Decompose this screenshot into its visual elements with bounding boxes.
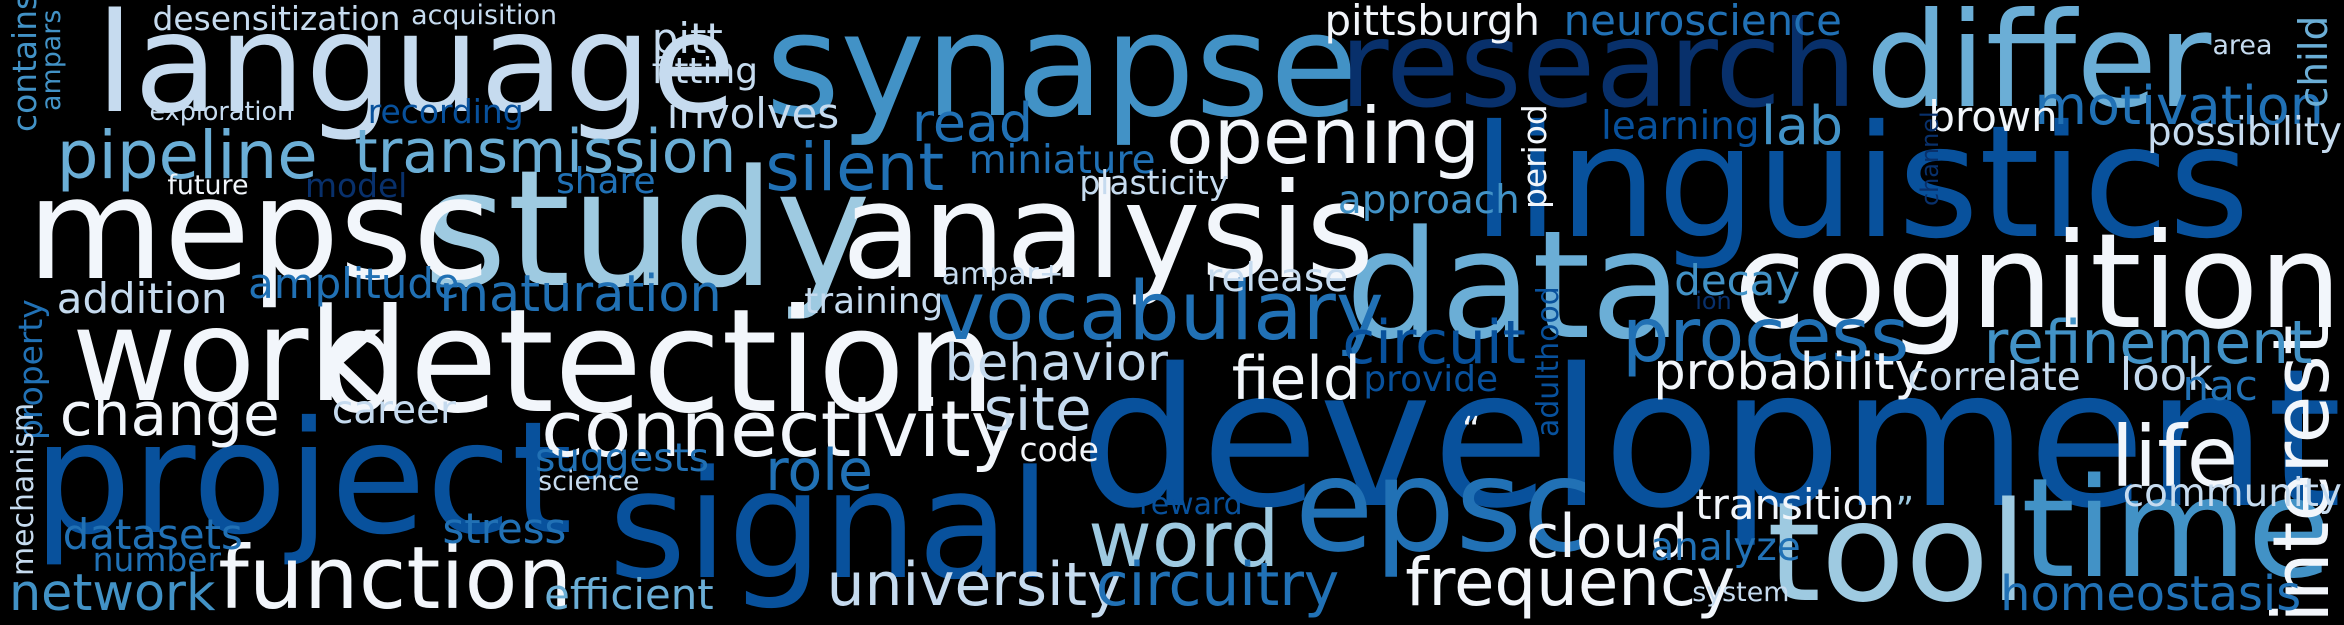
word-motivation: motivation — [2034, 74, 2324, 138]
word-efficient: efficient — [544, 570, 714, 620]
word-stress: stress — [442, 504, 567, 554]
word-process: process — [1621, 292, 1910, 380]
word-suggests: suggests — [535, 435, 710, 481]
word-reward: reward — [1139, 487, 1243, 523]
word-field: field — [1231, 343, 1361, 414]
word-probability: probability — [1653, 341, 1925, 401]
word-community: community — [2122, 471, 2342, 517]
word-refinement: refinement — [1983, 307, 2313, 378]
word-research: research — [1339, 0, 1857, 135]
word-synapse: synapse — [765, 0, 1359, 150]
word-provide: provide — [1363, 358, 1499, 400]
word-science: science — [538, 466, 640, 498]
word-exploration: exploration — [149, 95, 294, 126]
word-connectivity: connectivity — [541, 384, 1017, 475]
word-behavior: behavior — [944, 332, 1168, 392]
word-approach: approach — [1337, 178, 1520, 224]
word-child: child — [2292, 15, 2338, 108]
word-project: project — [32, 387, 573, 569]
word-pipeline: pipeline — [56, 116, 318, 194]
word-future: future — [167, 170, 249, 202]
word-desensitization: desensitization — [152, 0, 401, 38]
word-work: work — [71, 282, 383, 432]
word-quote-close: ” — [1895, 490, 1915, 532]
word-miniature: miniature — [968, 138, 1156, 184]
word-number: number — [92, 540, 221, 580]
word-involves: involves — [666, 88, 840, 138]
word-channel: channel — [1916, 111, 1945, 207]
word-cognition: cognition — [1733, 205, 2342, 359]
word-look: look — [2119, 347, 2214, 401]
word-addition: addition — [56, 274, 228, 324]
word-transition: transition — [1695, 480, 1895, 530]
word-correlate: correlate — [1907, 354, 2081, 400]
word-maturation: maturation — [439, 264, 722, 324]
word-site: site — [983, 375, 1092, 446]
word-nac: nac — [2182, 360, 2258, 410]
word-network: network — [8, 563, 216, 623]
word-function: function — [218, 529, 573, 625]
word-silent: silent — [765, 128, 945, 206]
word-read: read — [911, 90, 1034, 154]
word-fitting: fitting — [651, 50, 758, 92]
word-recording: recording — [367, 91, 524, 131]
word-decay: decay — [1674, 256, 1801, 306]
word-training: training — [804, 281, 944, 323]
word-code: code — [1019, 429, 1099, 469]
word-linguistics: linguistics — [1472, 91, 2250, 273]
word-release: release — [1206, 256, 1349, 302]
word-development: development — [1079, 327, 2342, 551]
word-model: model — [304, 166, 408, 206]
word-amplitude: amplitude — [248, 259, 460, 309]
word-adulthood: adulthood — [1530, 285, 1566, 437]
word-study: study — [423, 135, 871, 324]
word-pittsburgh: pittsburgh — [1324, 0, 1540, 45]
word-circuitry: circuitry — [1095, 550, 1340, 621]
word-mechanism: mechanism — [5, 402, 41, 576]
word-time: time — [2021, 448, 2332, 609]
word-area: area — [2212, 29, 2273, 61]
word-transmission: transmission — [354, 116, 737, 187]
word-pitt: pitt — [651, 13, 723, 63]
word-language: language — [95, 0, 737, 144]
word-possibility: possibility — [2146, 109, 2342, 155]
word-period: period — [1514, 104, 1554, 210]
word-learning: learning — [1601, 103, 1760, 149]
word-quote-open: “ — [1462, 409, 1481, 451]
word-analyze: analyze — [1650, 525, 1801, 571]
word-role: role — [765, 437, 873, 504]
word-share: share — [556, 161, 656, 203]
word-detection: detection — [318, 278, 997, 446]
word-change: change — [59, 379, 280, 450]
word-tool: tool — [1766, 473, 2028, 625]
word-neuroscience: neuroscience — [1563, 0, 1842, 45]
word-epsc: epsc — [1294, 431, 1593, 581]
word-vocabulary: vocabulary — [937, 265, 1384, 360]
word-brown: brown — [1928, 91, 2058, 141]
word-lab: lab — [1760, 93, 1844, 157]
word-ampars: ampars — [35, 9, 67, 111]
word-opening: opening — [1166, 91, 1481, 182]
word-datasets: datasets — [62, 510, 243, 560]
word-ampar-plus: ampar+ — [941, 257, 1064, 293]
word-career: career — [331, 387, 456, 433]
word-ion: ion — [1695, 287, 1732, 316]
word-frequency: frequency — [1405, 544, 1736, 622]
word-life: life — [2110, 407, 2239, 506]
word-data: data — [1345, 199, 1683, 374]
word-system: system — [1692, 577, 1790, 609]
word-analysis: analysis — [841, 156, 1375, 310]
word-circuit: circuit — [1342, 307, 1527, 378]
word-homeostasis: homeostasis — [2000, 567, 2302, 623]
word-acquisition: acquisition — [411, 0, 558, 31]
word-word: word — [1088, 495, 1280, 586]
word-differ: differ — [1865, 0, 2212, 138]
word-university: university — [826, 550, 1123, 621]
word-signal: signal — [608, 438, 1051, 613]
word-mepsc: mepsc — [26, 149, 490, 313]
word-plasticity: plasticity — [1079, 163, 1229, 203]
word-cloud: cloud — [1526, 502, 1689, 573]
